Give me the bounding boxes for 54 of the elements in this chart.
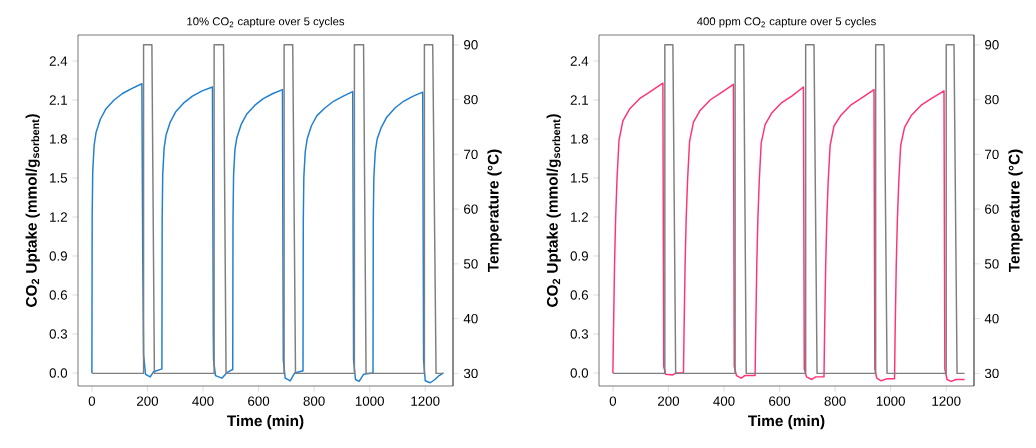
y2-tick-label: 80	[984, 94, 999, 105]
x-tick-label: 200	[137, 396, 159, 406]
y-tick-label: 2.4	[49, 56, 68, 66]
y2-tick-label: 90	[464, 40, 478, 50]
y-tick-label: 1.5	[50, 173, 68, 183]
x-tick-label: 0	[88, 396, 96, 406]
y2-tick-label: 80	[463, 94, 478, 105]
y2-tick-label: 40	[463, 313, 478, 324]
y-tick-label: 1.2	[50, 212, 67, 222]
y2-axis-title: Temperature (°C)	[487, 149, 502, 273]
y-tick-label: 1.8	[571, 134, 589, 144]
x-tick-label: 1000	[876, 396, 905, 406]
y2-tick-label: 60	[464, 204, 478, 214]
x-axis-title: Time (min)	[227, 414, 304, 430]
x-tick-label: 600	[248, 396, 270, 406]
y2-axis-title: Temperature (°C)	[1008, 149, 1023, 273]
x-tick-label: 0	[609, 396, 617, 406]
x-tick-label: 200	[657, 396, 680, 406]
y-tick-label: 1.2	[571, 212, 588, 222]
x-tick-label: 800	[303, 396, 325, 406]
y2-tick-label: 50	[463, 259, 478, 269]
y-axis-title: CO$_{2}$ Uptake (mmol/g$_{sorbent}$)	[25, 114, 40, 307]
y-tick-label: 1.5	[571, 173, 589, 183]
y-tick-label: 2.1	[570, 95, 588, 105]
y2-tick-label: 70	[464, 149, 478, 160]
y2-tick-label: 70	[985, 149, 999, 160]
x-axis-title: Time (min)	[748, 414, 825, 430]
y-axis-title: CO$_{2}$ Uptake (mmol/g$_{sorbent}$)	[546, 114, 561, 307]
y-tick-label: 0.3	[49, 329, 68, 339]
y-tick-label: 0.0	[49, 368, 68, 378]
y2-tick-label: 90	[985, 40, 999, 50]
x-tick-label: 400	[713, 396, 735, 406]
x-tick-label: 400	[192, 396, 214, 406]
y-tick-label: 0.6	[570, 290, 589, 300]
x-tick-label: 1200	[932, 396, 961, 406]
y2-tick-label: 50	[984, 259, 999, 269]
y2-tick-label: 30	[463, 368, 478, 379]
y-tick-label: 0.9	[49, 251, 67, 261]
x-tick-label: 600	[769, 396, 791, 406]
y-tick-label: 0.9	[570, 251, 588, 261]
y-tick-label: 0.6	[49, 290, 68, 300]
x-tick-label: 800	[824, 396, 846, 406]
y-tick-label: 2.1	[49, 95, 67, 105]
chart-title: 10% CO$_{2}$ capture over 5 cycles	[187, 17, 345, 28]
y2-tick-label: 30	[984, 368, 999, 379]
y-tick-label: 2.4	[570, 56, 589, 66]
x-tick-label: 1000	[355, 396, 384, 406]
y-tick-label: 1.8	[50, 134, 68, 144]
y2-tick-label: 40	[984, 313, 999, 324]
y2-tick-label: 60	[985, 204, 999, 214]
y-tick-label: 0.3	[570, 329, 589, 339]
y-tick-label: 0.0	[570, 368, 589, 378]
x-tick-label: 1200	[411, 396, 440, 406]
chart-title: 400 ppm CO$_{2}$ capture over 5 cycles	[696, 17, 876, 28]
